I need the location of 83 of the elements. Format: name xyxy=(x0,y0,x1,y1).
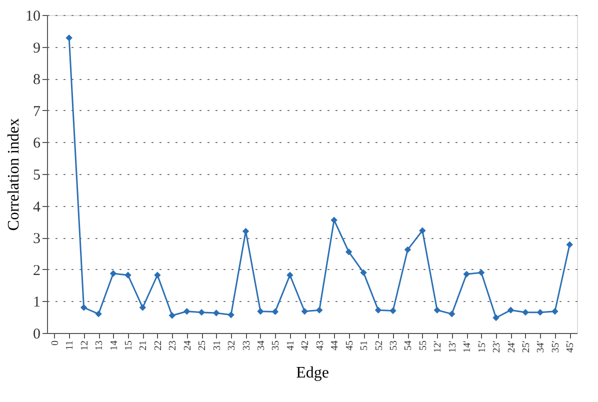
point xyxy=(257,308,264,315)
point xyxy=(139,304,146,311)
x-tick-label: 34 xyxy=(256,340,267,350)
x-tick-label: 22 xyxy=(152,340,164,350)
x-tick-label: 54 xyxy=(403,340,414,350)
point xyxy=(404,246,412,254)
point xyxy=(345,248,352,256)
y-tick-label: 6 xyxy=(33,136,41,152)
x-tick-label: 45 xyxy=(344,340,356,350)
y-tick-label: 8 xyxy=(33,72,40,88)
point xyxy=(110,270,117,277)
y-tick-label: 7 xyxy=(33,104,41,120)
point xyxy=(198,308,205,316)
x-tick-label: 13′ xyxy=(447,340,458,353)
point xyxy=(448,310,456,318)
y-tick-label: 1 xyxy=(33,294,40,311)
x-tick-label: 24 xyxy=(182,340,194,350)
point xyxy=(374,306,382,314)
point xyxy=(566,241,573,248)
point xyxy=(478,269,485,276)
x-tick-label: 14 xyxy=(108,340,120,350)
y-tick-label: 5 xyxy=(33,168,40,184)
x-tick-label: 45′ xyxy=(565,340,576,353)
point xyxy=(536,308,544,316)
point xyxy=(286,272,294,278)
x-tick-label: 12′ xyxy=(432,340,444,353)
point xyxy=(184,308,190,315)
x-tick-label: 34′ xyxy=(536,340,547,353)
point xyxy=(330,216,338,224)
x-tick-label: 13 xyxy=(94,340,106,350)
x-tick-label: 35′ xyxy=(550,340,562,353)
x-tick-label: 15′ xyxy=(476,340,488,353)
y-axis-title: Correlation index xyxy=(6,118,22,231)
x-tick-label: 23′ xyxy=(492,340,503,353)
point xyxy=(168,312,176,319)
y-tick-label: 9 xyxy=(33,40,40,56)
point xyxy=(390,307,396,314)
x-tick-label: 25′ xyxy=(520,340,532,353)
point xyxy=(552,308,558,315)
x-tick-label: 0 xyxy=(50,340,61,346)
y-tick-label: 10 xyxy=(26,8,40,24)
point xyxy=(154,272,161,278)
point xyxy=(463,270,470,278)
point xyxy=(301,308,308,315)
x-tick-label: 14′ xyxy=(462,340,474,353)
point xyxy=(272,308,279,316)
x-tick-label: 21 xyxy=(138,340,150,350)
x-tick-label: 11 xyxy=(64,340,76,350)
point xyxy=(124,272,132,278)
point xyxy=(507,306,514,314)
point xyxy=(522,308,529,316)
point xyxy=(80,304,88,311)
x-tick-label: 51 xyxy=(359,340,370,350)
point xyxy=(66,34,72,42)
x-tick-label: 25 xyxy=(197,340,208,350)
point xyxy=(434,306,440,314)
x-tick-label: 12 xyxy=(79,340,90,350)
x-tick-label: 23 xyxy=(168,340,179,350)
x-tick-label: 15 xyxy=(123,340,134,350)
point xyxy=(492,314,500,322)
x-tick-label: 31 xyxy=(212,340,223,350)
x-tick-label: 52 xyxy=(374,340,385,350)
y-tick-label: 2 xyxy=(33,262,40,279)
x-tick-label: 43 xyxy=(314,340,326,350)
point xyxy=(316,306,323,314)
y-tick-label: 3 xyxy=(33,231,40,248)
x-axis-title: Edge xyxy=(296,364,329,382)
point xyxy=(419,227,426,234)
x-tick-label: 33 xyxy=(241,340,252,350)
point xyxy=(360,269,367,276)
x-tick-label: 44 xyxy=(330,340,341,350)
x-tick-label: 32 xyxy=(226,340,238,350)
x-tick-label: 41 xyxy=(285,340,296,350)
x-tick-label: 53 xyxy=(388,340,400,350)
x-tick-label: 35 xyxy=(270,340,282,350)
point xyxy=(242,228,250,235)
x-tick-label: 42 xyxy=(300,340,312,350)
point xyxy=(228,312,234,318)
point xyxy=(212,310,220,316)
x-tick-label: 55 xyxy=(418,340,429,350)
y-tick-label: 4 xyxy=(33,199,41,216)
point xyxy=(95,310,102,318)
x-tick-label: 24′ xyxy=(506,340,518,353)
